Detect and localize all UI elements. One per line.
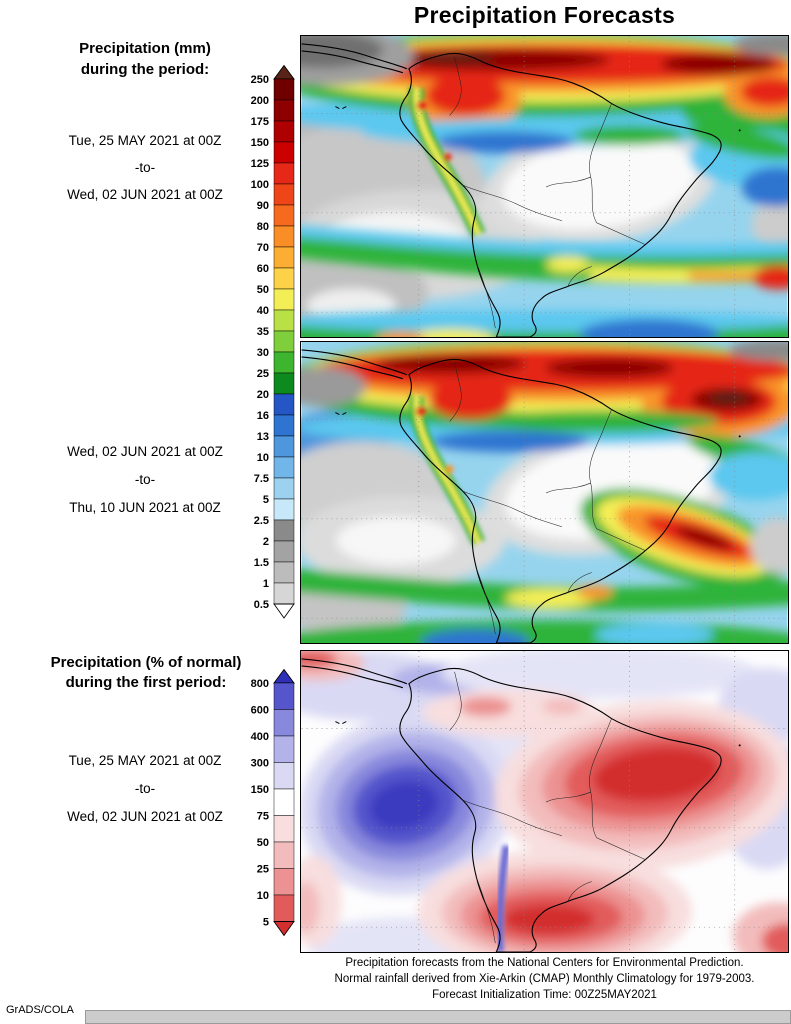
svg-text:10: 10 [257, 890, 269, 902]
svg-text:25: 25 [257, 863, 269, 875]
footer-line3: Forecast Initialization Time: 00Z25MAY20… [432, 989, 657, 1001]
period2-start: Wed, 02 JUN 2021 at 00Z [67, 444, 223, 459]
svg-text:25: 25 [257, 368, 269, 380]
svg-text:35: 35 [257, 326, 269, 338]
svg-text:600: 600 [251, 704, 269, 716]
map-panel-percent-normal [300, 650, 789, 953]
bottom-scrollbar[interactable] [85, 1010, 791, 1024]
panel3-heading-line1: Precipitation (% of normal) [50, 654, 242, 671]
south-america-percent-map [301, 651, 788, 952]
svg-text:20: 20 [257, 389, 269, 401]
svg-text:90: 90 [257, 200, 269, 212]
svg-text:80: 80 [257, 221, 269, 233]
svg-text:60: 60 [257, 263, 269, 275]
period3-end: Wed, 02 JUN 2021 at 00Z [67, 809, 223, 824]
svg-text:10: 10 [257, 452, 269, 464]
map-panel-precip-period1 [300, 35, 789, 338]
period2-end: Thu, 10 JUN 2021 at 00Z [69, 500, 221, 515]
panel1-heading-line2: during the period: [80, 61, 210, 78]
footer-line2: Normal rainfall derived from Xie-Arkin (… [334, 973, 755, 985]
colorbar-mm-legend: 250 200 175 150 125 100 90 80 70 60 50 40 35 30 25 20 16… [232, 64, 298, 626]
colorbar-percent-legend: 800 600 400 300 150 75 50 25 10 5 [232, 668, 298, 944]
svg-text:5: 5 [263, 494, 269, 506]
panel3-heading-line2: during the first period: [65, 674, 227, 691]
svg-text:1.5: 1.5 [254, 557, 269, 569]
svg-text:175: 175 [251, 116, 269, 128]
svg-text:100: 100 [251, 179, 269, 191]
svg-text:30: 30 [257, 347, 269, 359]
svg-text:150: 150 [251, 137, 269, 149]
page-title: Precipitation Forecasts [413, 2, 676, 28]
svg-text:5: 5 [263, 916, 269, 928]
map-panel-precip-period2 [300, 341, 789, 644]
svg-text:125: 125 [251, 158, 269, 170]
svg-text:2.5: 2.5 [254, 515, 269, 527]
svg-text:0.5: 0.5 [254, 599, 269, 611]
panel1-heading-line1: Precipitation (mm) [79, 40, 211, 57]
south-america-precip-map-1 [301, 36, 788, 337]
svg-text:7.5: 7.5 [254, 473, 269, 485]
footer-line1: Precipitation forecasts from the Nationa… [345, 957, 744, 969]
svg-text:75: 75 [257, 810, 269, 822]
period1-start: Tue, 25 MAY 2021 at 00Z [68, 133, 222, 148]
svg-text:150: 150 [251, 784, 269, 796]
svg-text:800: 800 [251, 678, 269, 690]
south-america-precip-map-2 [301, 342, 788, 643]
period3-start: Tue, 25 MAY 2021 at 00Z [68, 753, 222, 768]
svg-text:200: 200 [251, 95, 269, 107]
period3-separator: -to- [134, 781, 156, 796]
svg-text:50: 50 [257, 284, 269, 296]
period1-end: Wed, 02 JUN 2021 at 00Z [67, 187, 223, 202]
svg-text:2: 2 [263, 536, 269, 548]
svg-text:400: 400 [251, 731, 269, 743]
svg-text:70: 70 [257, 242, 269, 254]
svg-text:13: 13 [257, 431, 269, 443]
period1-separator: -to- [134, 160, 156, 175]
svg-text:16: 16 [257, 410, 269, 422]
svg-text:1: 1 [263, 578, 269, 590]
grads-credit: GrADS/COLA [6, 1004, 74, 1016]
svg-text:300: 300 [251, 757, 269, 769]
svg-text:40: 40 [257, 305, 269, 317]
period2-separator: -to- [134, 472, 156, 487]
svg-text:250: 250 [251, 74, 269, 86]
svg-text:50: 50 [257, 837, 269, 849]
footer-caption: Precipitation forecasts from the Nationa… [300, 955, 789, 1003]
